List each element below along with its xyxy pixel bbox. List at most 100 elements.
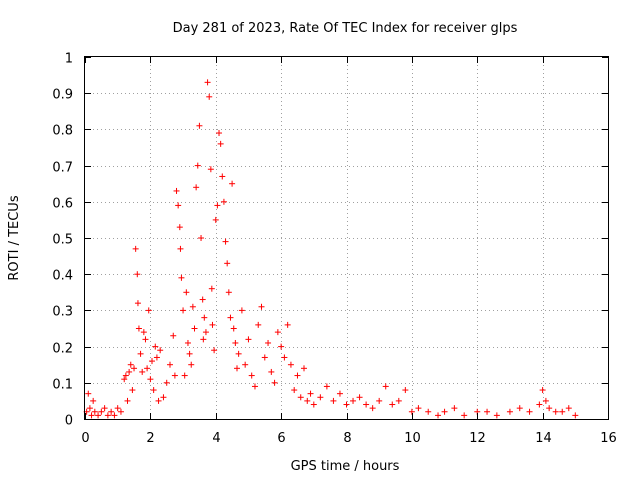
- data-point: [229, 180, 236, 187]
- data-point: [144, 365, 151, 372]
- data-point: [178, 274, 185, 281]
- data-point: [376, 397, 383, 404]
- data-point: [126, 368, 133, 375]
- data-point: [142, 336, 149, 343]
- data-point: [425, 408, 432, 415]
- x-tick-label: 0: [81, 431, 89, 446]
- data-point: [559, 408, 566, 415]
- data-point: [139, 368, 146, 375]
- y-tick-label: 0.6: [52, 197, 73, 212]
- data-point: [274, 329, 281, 336]
- data-point: [441, 408, 448, 415]
- data-point: [127, 361, 134, 368]
- x-tick-label: 2: [146, 431, 154, 446]
- data-point: [134, 271, 141, 278]
- y-tick-label: 0.7: [52, 161, 73, 176]
- data-point: [108, 408, 115, 415]
- data-point: [343, 401, 350, 408]
- data-point: [536, 401, 543, 408]
- data-point: [202, 329, 209, 336]
- data-point: [265, 339, 272, 346]
- x-tick-label: 16: [600, 431, 617, 446]
- data-point: [114, 405, 121, 412]
- y-tick-label: 0.8: [52, 124, 73, 139]
- x-tick-label: 12: [469, 431, 486, 446]
- data-point: [216, 130, 223, 137]
- data-point: [90, 397, 97, 404]
- data-point: [199, 296, 206, 303]
- data-point: [402, 387, 409, 394]
- data-point: [131, 365, 138, 372]
- data-point: [193, 184, 200, 191]
- data-point: [258, 303, 265, 310]
- data-point: [145, 307, 152, 314]
- data-point: [242, 361, 249, 368]
- data-point: [152, 343, 159, 350]
- data-point: [157, 347, 164, 354]
- data-point: [200, 336, 207, 343]
- data-point: [137, 350, 144, 357]
- data-point: [220, 198, 227, 205]
- data-point: [255, 321, 262, 328]
- data-points: [83, 79, 579, 419]
- data-point: [565, 405, 572, 412]
- data-point: [183, 289, 190, 296]
- y-tick-label: 0.5: [52, 233, 73, 248]
- data-point: [323, 383, 330, 390]
- data-point: [369, 405, 376, 412]
- data-point: [451, 405, 458, 412]
- data-point: [350, 397, 357, 404]
- data-point: [121, 376, 128, 383]
- y-tick-label: 0.4: [52, 269, 73, 284]
- data-point: [287, 361, 294, 368]
- data-point: [95, 412, 102, 419]
- data-point: [546, 405, 553, 412]
- data-point: [204, 79, 211, 86]
- axis-layer: 00.10.20.30.40.50.60.70.80.910 2 4 6 8 10 12 14…: [52, 52, 616, 447]
- data-point: [134, 300, 141, 307]
- data-point: [211, 347, 218, 354]
- data-point: [191, 325, 198, 332]
- y-tick-label: 0.9: [52, 88, 73, 103]
- y-tick-label: 0: [65, 414, 73, 429]
- data-point: [88, 412, 95, 419]
- data-point: [149, 358, 156, 365]
- data-point: [163, 379, 170, 386]
- data-point: [177, 245, 184, 252]
- data-point: [222, 238, 229, 245]
- data-point: [147, 376, 154, 383]
- data-point: [389, 401, 396, 408]
- data-point: [98, 408, 105, 415]
- data-point: [294, 372, 301, 379]
- data-point: [225, 289, 232, 296]
- data-point: [330, 397, 337, 404]
- data-point: [506, 408, 513, 415]
- data-point: [382, 383, 389, 390]
- data-point: [201, 314, 208, 321]
- data-point: [111, 412, 118, 419]
- x-tick-label: 8: [343, 431, 351, 446]
- data-point: [207, 166, 214, 173]
- data-point: [124, 397, 131, 404]
- data-point: [251, 383, 258, 390]
- data-point: [304, 397, 311, 404]
- data-point: [461, 412, 468, 419]
- data-point: [104, 412, 111, 419]
- data-point: [291, 387, 298, 394]
- data-point: [217, 140, 224, 147]
- data-point: [284, 321, 291, 328]
- data-point: [160, 394, 167, 401]
- data-point: [301, 365, 308, 372]
- plot-frame: [84, 56, 609, 420]
- data-point: [196, 122, 203, 129]
- data-point: [171, 372, 178, 379]
- data-point: [176, 224, 183, 231]
- data-point: [101, 405, 108, 412]
- x-axis-label: GPS time / hours: [291, 459, 400, 474]
- data-point: [245, 336, 252, 343]
- data-point: [435, 412, 442, 419]
- data-point: [91, 408, 98, 415]
- data-point: [129, 387, 136, 394]
- data-point: [552, 408, 559, 415]
